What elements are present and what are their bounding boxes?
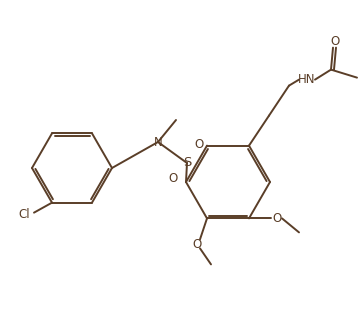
Text: O: O: [192, 238, 201, 251]
Text: HN: HN: [298, 73, 316, 86]
Text: O: O: [194, 138, 204, 151]
Text: O: O: [168, 173, 178, 185]
Text: O: O: [272, 212, 282, 225]
Text: N: N: [154, 136, 162, 148]
Text: S: S: [183, 156, 191, 169]
Text: Cl: Cl: [18, 208, 30, 221]
Text: O: O: [330, 35, 340, 48]
